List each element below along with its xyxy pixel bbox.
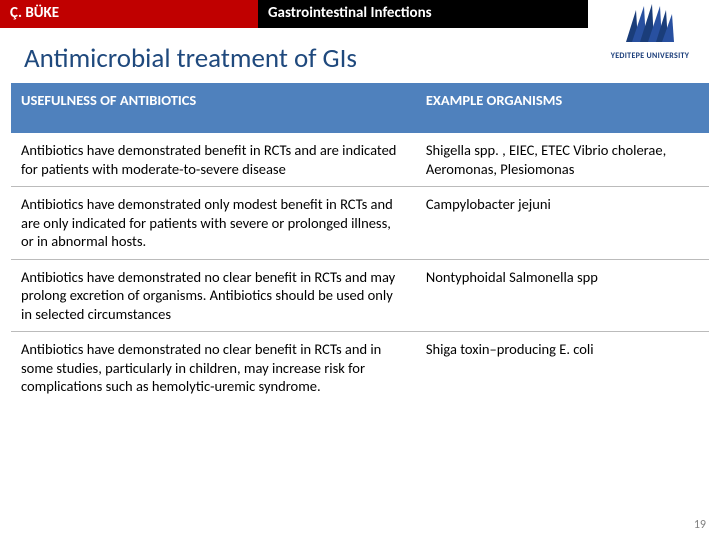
cell-usefulness: Antibiotics have demonstrated no clear b…: [11, 332, 416, 404]
table-row: Antibiotics have demonstrated benefit in…: [11, 133, 709, 187]
yeditepe-logo-icon: [618, 2, 683, 44]
antibiotics-table: USEFULNESS OF ANTIBIOTICS EXAMPLE ORGANI…: [11, 83, 709, 404]
cell-usefulness: Antibiotics have demonstrated only modes…: [11, 187, 416, 260]
cell-organisms: Shigella spp. , EIEC, ETEC Vibrio choler…: [416, 133, 709, 187]
table-row: Antibiotics have demonstrated no clear b…: [11, 332, 709, 404]
col-header-usefulness: USEFULNESS OF ANTIBIOTICS: [11, 83, 416, 133]
table-row: Antibiotics have demonstrated only modes…: [11, 187, 709, 260]
table-row: Antibiotics have demonstrated no clear b…: [11, 259, 709, 332]
cell-usefulness: Antibiotics have demonstrated benefit in…: [11, 133, 416, 187]
col-header-organisms: EXAMPLE ORGANISMS: [416, 83, 709, 133]
header-subject: Gastrointestinal Infections: [258, 0, 588, 28]
cell-organisms: Campylobacter jejuni: [416, 187, 709, 260]
header-author: Ç. BÜKE: [0, 0, 258, 28]
cell-usefulness: Antibiotics have demonstrated no clear b…: [11, 259, 416, 332]
cell-organisms: Shiga toxin–producing E. coli: [416, 332, 709, 404]
cell-organisms: Nontyphoidal Salmonella spp: [416, 259, 709, 332]
university-logo: YEDITEPE UNIVERSITY: [590, 2, 710, 61]
page-number: 19: [694, 518, 706, 532]
university-name: YEDITEPE UNIVERSITY: [590, 51, 710, 61]
